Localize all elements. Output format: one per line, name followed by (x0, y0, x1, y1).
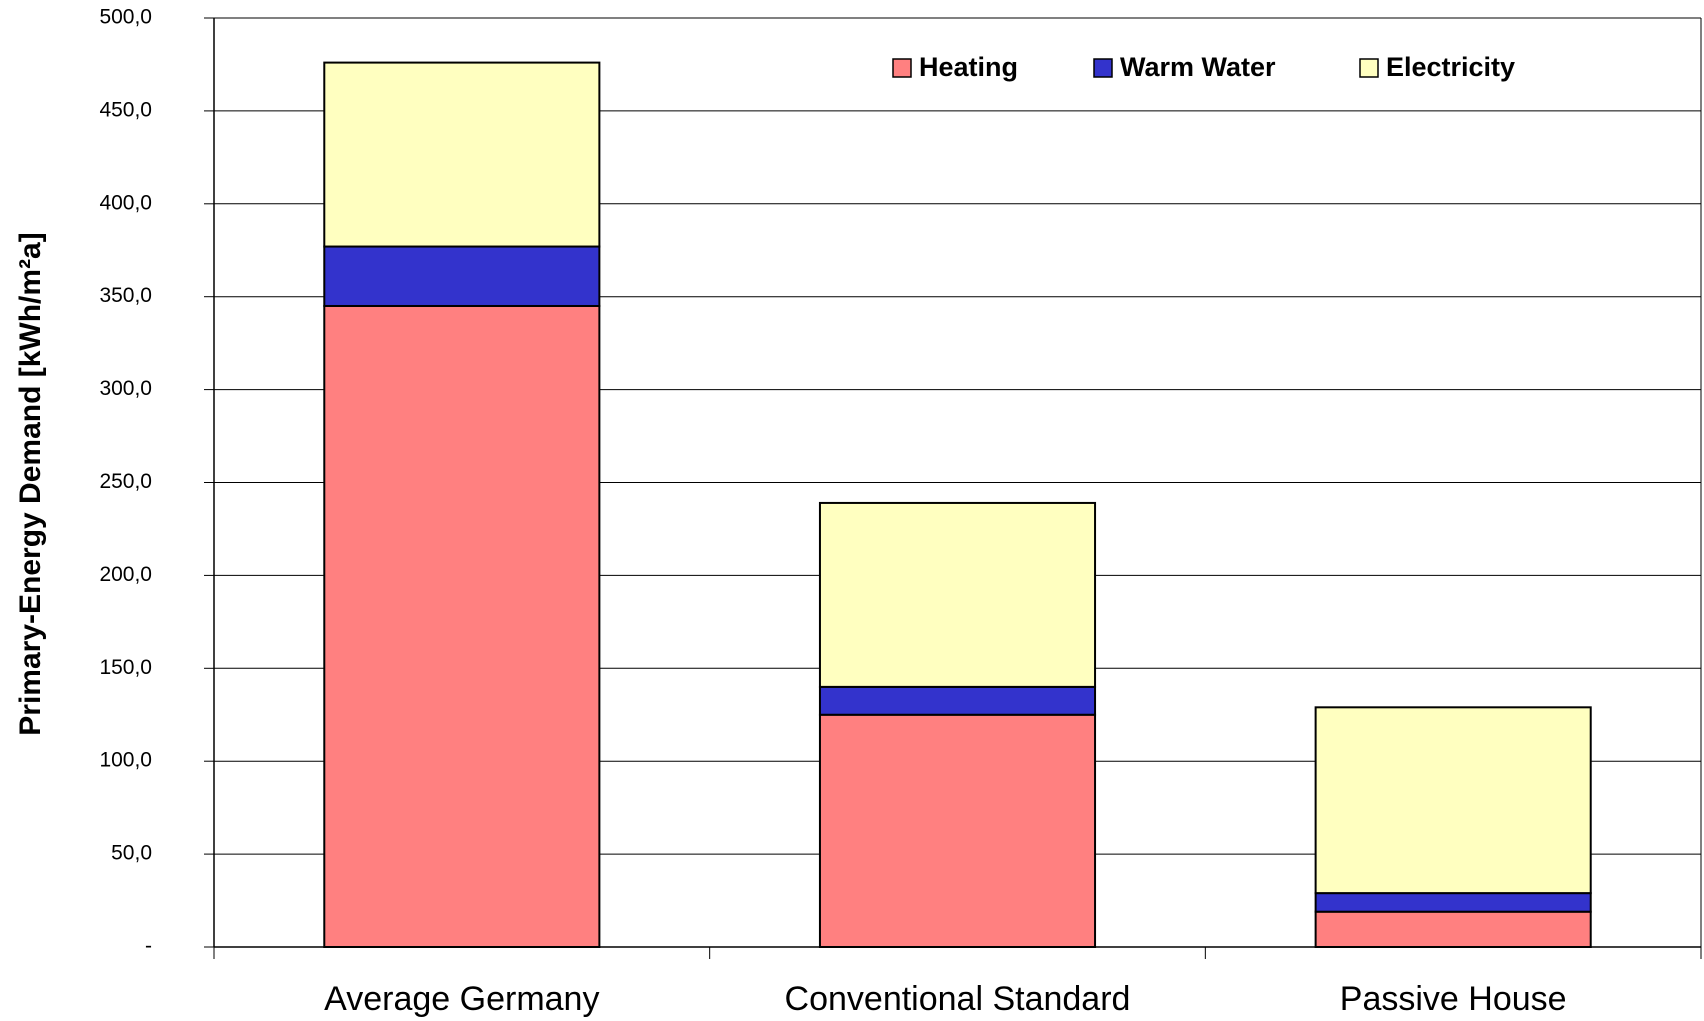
y-tick-label: 300,0 (99, 377, 152, 400)
legend-label: Heating (919, 52, 1018, 82)
bar-segment (818, 685, 1097, 716)
legend-label: Electricity (1386, 52, 1515, 82)
x-tick-label: Average Germany (324, 980, 599, 1018)
bar-segment (818, 501, 1097, 688)
bar-segment (323, 61, 601, 248)
bar-segment (1314, 706, 1592, 895)
x-tick-label: Passive House (1340, 980, 1567, 1018)
bar-segment (323, 245, 601, 307)
legend-swatch (1359, 58, 1379, 78)
bar-segment (1314, 910, 1592, 948)
y-tick-label: - (145, 935, 152, 958)
y-tick-label: 50,0 (111, 842, 152, 865)
bar-segment (1314, 892, 1592, 913)
legend-label: Warm Water (1120, 52, 1276, 82)
y-tick-label: 500,0 (99, 6, 152, 29)
y-tick-label: 150,0 (99, 656, 152, 679)
y-axis-title: Primary-Energy Demand [kWh/m²a] (14, 232, 47, 735)
y-tick-label: 350,0 (99, 284, 152, 307)
y-tick-label: 200,0 (99, 563, 152, 586)
x-tick-label: Conventional Standard (785, 980, 1131, 1018)
y-tick-label: 250,0 (99, 470, 152, 493)
y-tick-label: 100,0 (99, 749, 152, 772)
legend-swatch (1093, 58, 1113, 78)
bar-segment (818, 713, 1097, 948)
y-tick-label: 400,0 (99, 191, 152, 214)
y-tick-label: 450,0 (99, 98, 152, 121)
bar-segment (323, 304, 601, 948)
legend-swatch (892, 58, 912, 78)
